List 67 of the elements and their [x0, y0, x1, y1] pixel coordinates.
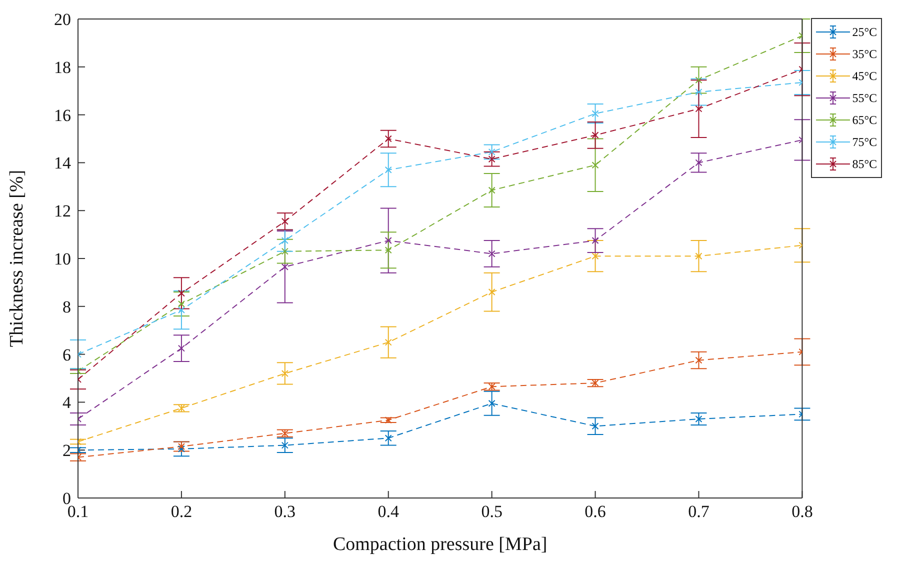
point — [488, 148, 496, 156]
point — [178, 445, 185, 452]
point — [384, 166, 392, 174]
x-tick-label: 0.6 — [584, 502, 606, 522]
point — [281, 370, 288, 377]
point — [488, 250, 496, 258]
point — [488, 156, 496, 163]
legend-label: 25°C — [852, 24, 877, 40]
x-tick-label: 0.8 — [792, 502, 813, 522]
point — [488, 383, 496, 390]
y-tick-label: 12 — [54, 202, 71, 221]
point — [384, 338, 392, 346]
point — [178, 290, 185, 297]
x-tick-label: 0.2 — [170, 502, 192, 522]
y-tick-label: 4 — [62, 393, 72, 412]
point — [281, 237, 288, 244]
point — [281, 430, 288, 437]
point — [592, 162, 599, 169]
point — [488, 288, 496, 296]
legend-label: 65°C — [852, 112, 877, 128]
point — [592, 132, 599, 139]
y-tick-label: 8 — [62, 297, 71, 316]
legend-label: 35°C — [852, 46, 877, 62]
point — [384, 237, 392, 244]
x-axis-title: Compaction pressure [MPa] — [332, 534, 548, 555]
x-tick-label: 0.5 — [481, 502, 502, 522]
x-tick-label: 0.4 — [378, 502, 400, 522]
point — [592, 237, 599, 244]
y-tick-label: 6 — [62, 345, 71, 364]
y-tick-label: 14 — [54, 154, 72, 173]
point — [695, 105, 702, 112]
point — [178, 300, 185, 308]
point — [695, 415, 702, 422]
point — [488, 186, 496, 194]
x-tick-label: 0.3 — [274, 502, 296, 522]
y-tick-label: 20 — [54, 10, 71, 30]
y-tick-label: 2 — [62, 441, 71, 460]
point — [592, 252, 599, 260]
point — [695, 356, 702, 364]
point — [384, 434, 392, 442]
point — [488, 400, 496, 407]
point — [178, 306, 185, 314]
point — [695, 159, 702, 166]
legend-label: 55°C — [852, 90, 877, 106]
point — [592, 110, 599, 118]
point — [281, 263, 288, 270]
point — [384, 246, 392, 254]
y-tick-label: 16 — [54, 106, 71, 125]
point — [281, 248, 288, 255]
point — [695, 76, 702, 84]
y-tick-label: 10 — [54, 250, 71, 269]
legend-label: 85°C — [852, 156, 877, 172]
y-tick-label: 18 — [54, 58, 71, 77]
x-tick-label: 0.7 — [688, 502, 710, 522]
point — [384, 416, 392, 424]
legend-label: 75°C — [852, 134, 877, 150]
point — [178, 344, 185, 352]
point — [592, 422, 599, 430]
legend-label: 45°C — [852, 68, 877, 84]
point — [592, 380, 599, 387]
y-axis-title: Thickness increase [%] — [6, 170, 28, 348]
point — [384, 135, 392, 142]
point — [178, 404, 185, 412]
point — [695, 88, 702, 96]
point — [695, 252, 702, 260]
point — [281, 442, 288, 449]
point — [281, 218, 288, 225]
